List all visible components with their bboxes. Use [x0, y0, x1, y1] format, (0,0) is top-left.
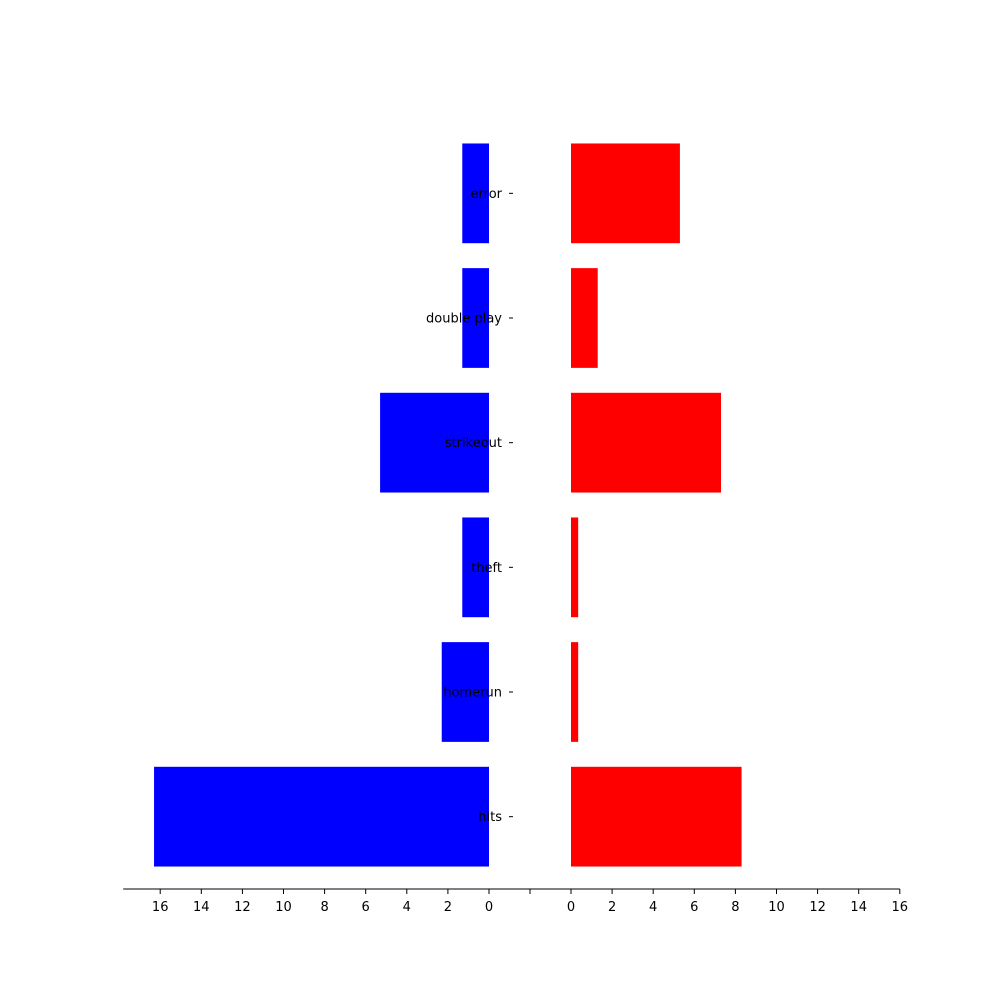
left-x-tick-label: 0 [485, 900, 493, 915]
category-label-double-play: double play [426, 312, 502, 327]
right-bar-strikeout [571, 392, 722, 493]
right-bar-double-play [571, 268, 598, 368]
left-x-tick-label: 10 [275, 900, 292, 915]
right-x-tick-label: 0 [567, 900, 575, 915]
left-bar-theft [462, 517, 489, 618]
x-axis: 0 0 2 2 4 4 6 6 8 8 10 10 12 12 14 14 16 16 [123, 888, 909, 915]
right-x-tick-label: 14 [850, 900, 867, 915]
left-x-tick-label: 6 [362, 900, 370, 915]
left-x-tick-label: 14 [193, 900, 210, 915]
left-bar-hits [154, 766, 489, 867]
left-x-tick-label: 2 [444, 900, 452, 915]
right-x-tick-label: 8 [731, 900, 739, 915]
right-bar-homerun [571, 642, 579, 742]
right-x-tick-label: 16 [892, 900, 909, 915]
right-x-tick-label: 6 [690, 900, 698, 915]
right-x-tick-label: 2 [608, 900, 616, 915]
right-bar-theft [571, 517, 579, 618]
right-bar-error [571, 143, 680, 244]
right-bar-hits [571, 766, 742, 867]
left-bar-homerun [441, 642, 489, 742]
category-label-strikeout: strikeout [445, 436, 502, 451]
left-bar-strikeout [380, 392, 489, 493]
left-bar-error [462, 143, 489, 244]
category-label-theft: theft [471, 561, 502, 576]
category-labels: hits homerun theft strikeout double play erro… [426, 187, 513, 825]
right-series-bars [571, 143, 742, 867]
right-x-tick-label: 12 [809, 900, 826, 915]
left-x-tick-label: 8 [320, 900, 328, 915]
category-label-hits: hits [478, 810, 502, 825]
category-label-error: error [471, 187, 503, 202]
left-x-tick-label: 4 [403, 900, 411, 915]
right-x-tick-label: 4 [649, 900, 657, 915]
left-x-tick-label: 16 [152, 900, 169, 915]
left-bar-double-play [462, 268, 489, 368]
category-label-homerun: homerun [443, 686, 502, 701]
right-x-tick-label: 10 [768, 900, 785, 915]
left-x-tick-label: 12 [234, 900, 251, 915]
left-series-bars [154, 143, 489, 867]
